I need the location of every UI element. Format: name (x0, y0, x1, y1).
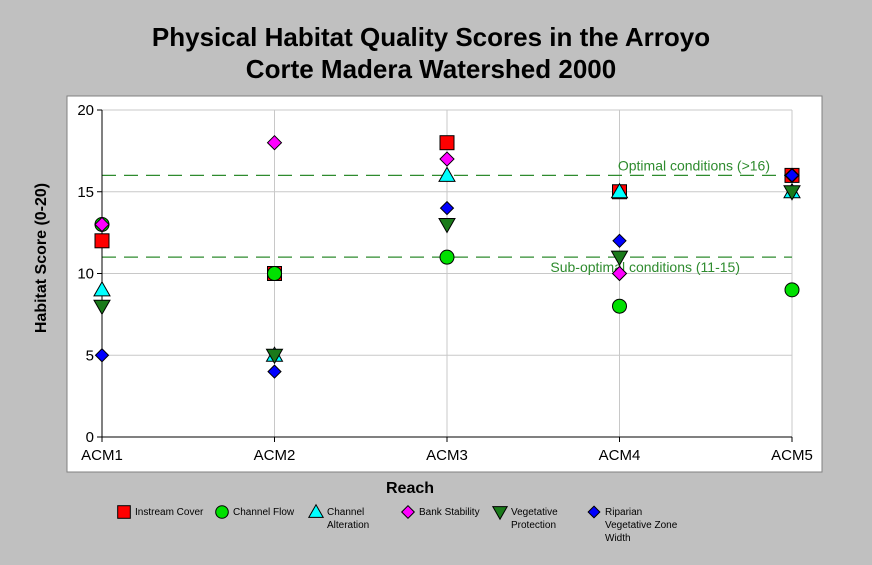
x-tick-label: ACM2 (254, 447, 296, 464)
legend: Instream Cover Channel Flow Channel Alterat… (117, 503, 678, 544)
legend-marker-triangle-up (307, 503, 325, 518)
data-point-small-diamond (94, 348, 110, 363)
y-tick-label: 0 (86, 429, 94, 446)
data-point-circle (439, 249, 455, 265)
data-point-triangle-up (93, 280, 111, 297)
chart-title-line-1: Physical Habitat Quality Scores in the A… (152, 22, 710, 52)
legend-marker-small-diamond (587, 505, 601, 519)
data-points (93, 134, 801, 379)
x-axis-title: Reach (386, 480, 434, 497)
legend-marker-circle (215, 505, 229, 519)
axes: 0 5 10 15 20 ACM1 ACM2 ACM3 ACM4 ACM5 (77, 102, 813, 464)
data-point-triangle-down (783, 185, 801, 201)
plot-area (66, 95, 823, 473)
x-tick-label: ACM1 (81, 447, 123, 464)
reference-line-label: Optimal conditions (>16) (618, 157, 770, 173)
legend-label: Channel (327, 507, 364, 518)
data-point-circle (784, 282, 800, 298)
legend-label: Vegetative Zone (605, 520, 678, 531)
y-tick-label: 10 (77, 266, 94, 283)
legend-label: Riparian (605, 507, 642, 518)
data-point-small-diamond (267, 364, 282, 379)
data-point-square (94, 233, 110, 249)
data-point-triangle-up (438, 166, 456, 182)
legend-label: Instream Cover (135, 507, 204, 518)
legend-label: Vegetative (511, 507, 558, 518)
reference-lines: Optimal conditions (>16) Sub-optimal cond… (102, 157, 792, 275)
legend-label: Alteration (327, 520, 369, 531)
data-point-triangle-down (438, 217, 456, 234)
chart-title-line-2: Corte Madera Watershed 2000 (246, 54, 616, 84)
x-tick-label: ACM4 (599, 447, 641, 464)
data-point-circle (612, 298, 627, 314)
y-tick-label: 15 (77, 184, 94, 201)
legend-label: Channel Flow (233, 507, 295, 518)
y-axis-title: Habitat Score (0-20) (33, 183, 50, 333)
data-point-small-diamond (439, 200, 455, 216)
y-tick-label: 20 (77, 102, 94, 119)
y-tick-label: 5 (86, 347, 94, 364)
data-point-small-diamond (612, 233, 627, 249)
data-point-square (439, 135, 455, 151)
legend-label: Width (605, 533, 631, 544)
data-point-diamond (439, 151, 455, 167)
legend-label: Protection (511, 520, 556, 531)
data-point-triangle-down (610, 250, 629, 267)
data-point-triangle-down (265, 348, 284, 365)
legend-marker-square (117, 505, 131, 519)
data-point-triangle-up (610, 182, 629, 199)
data-point-circle (267, 266, 282, 281)
data-point-triangle-down (93, 299, 111, 316)
legend-marker-triangle-down (491, 506, 509, 521)
x-tick-label: ACM3 (426, 447, 468, 464)
reference-line-label: Sub-optimal conditions (11-15) (550, 259, 740, 275)
data-point-small-diamond (784, 168, 800, 183)
x-tick-label: ACM5 (771, 447, 813, 464)
data-point-diamond (94, 216, 110, 233)
legend-marker-diamond (400, 504, 416, 520)
data-point-diamond (611, 265, 628, 282)
data-point-diamond (266, 134, 283, 151)
legend-label: Bank Stability (419, 507, 480, 518)
